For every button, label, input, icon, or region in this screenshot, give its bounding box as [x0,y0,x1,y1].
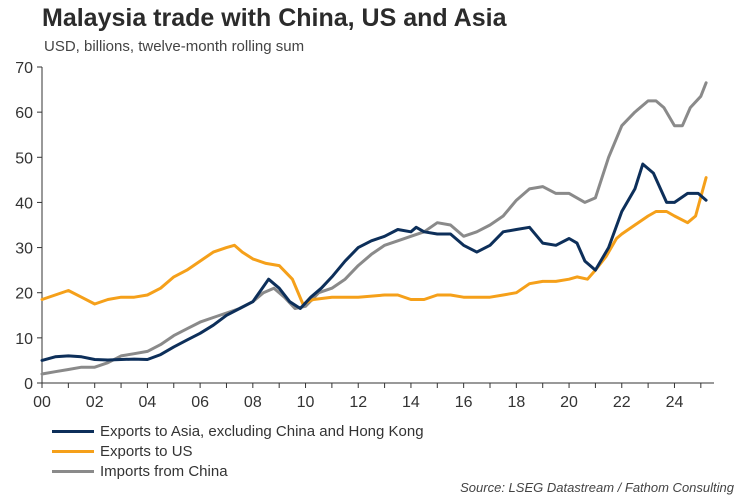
x-tick-label: 12 [349,394,367,411]
y-tick-label: 10 [15,331,33,348]
y-tick-label: 70 [15,60,33,77]
x-tick-label: 20 [560,394,578,411]
legend-item-us: Exports to US [52,441,424,461]
x-tick-label: 02 [86,394,104,411]
legend-item-china: Imports from China [52,461,424,481]
x-tick-label: 14 [402,394,420,411]
x-tick-label: 16 [455,394,473,411]
y-tick-label: 30 [15,241,33,258]
series-line-1 [40,176,708,306]
legend-swatch-us [52,449,94,453]
chart-title: Malaysia trade with China, US and Asia [42,4,507,32]
x-tick-label: 06 [191,394,209,411]
legend-item-asia: Exports to Asia, excluding China and Hon… [52,421,424,441]
y-tick-label: 20 [15,286,33,303]
x-tick-label: 18 [507,394,525,411]
series-line-0 [40,162,708,362]
x-tick-label: 08 [244,394,262,411]
y-tick-label: 40 [15,195,33,212]
y-tick-label: 60 [15,105,33,122]
legend-swatch-asia [52,429,94,433]
x-tick-label: 10 [297,394,315,411]
legend-label-asia: Exports to Asia, excluding China and Hon… [100,422,424,440]
series-lines [40,81,708,376]
legend-swatch-china [52,469,94,473]
legend-label-china: Imports from China [100,462,228,480]
legend-label-us: Exports to US [100,442,193,460]
x-tick-label: 04 [139,394,157,411]
x-tick-label: 24 [666,394,684,411]
chart-subtitle: USD, billions, twelve-month rolling sum [44,38,305,55]
legend: Exports to Asia, excluding China and Hon… [52,421,424,481]
y-tick-label: 0 [24,376,33,393]
x-tick-label: 00 [33,394,51,411]
axes: 0 10 20 30 40 50 60 70 00 02 04 06 08 10 12 14 16 18 20 22 2… [15,60,714,411]
x-tick-label: 22 [613,394,631,411]
y-tick-label: 50 [15,150,33,167]
source-note: Source: LSEG Datastream / Fathom Consult… [460,480,734,495]
series-line-2 [40,81,708,376]
